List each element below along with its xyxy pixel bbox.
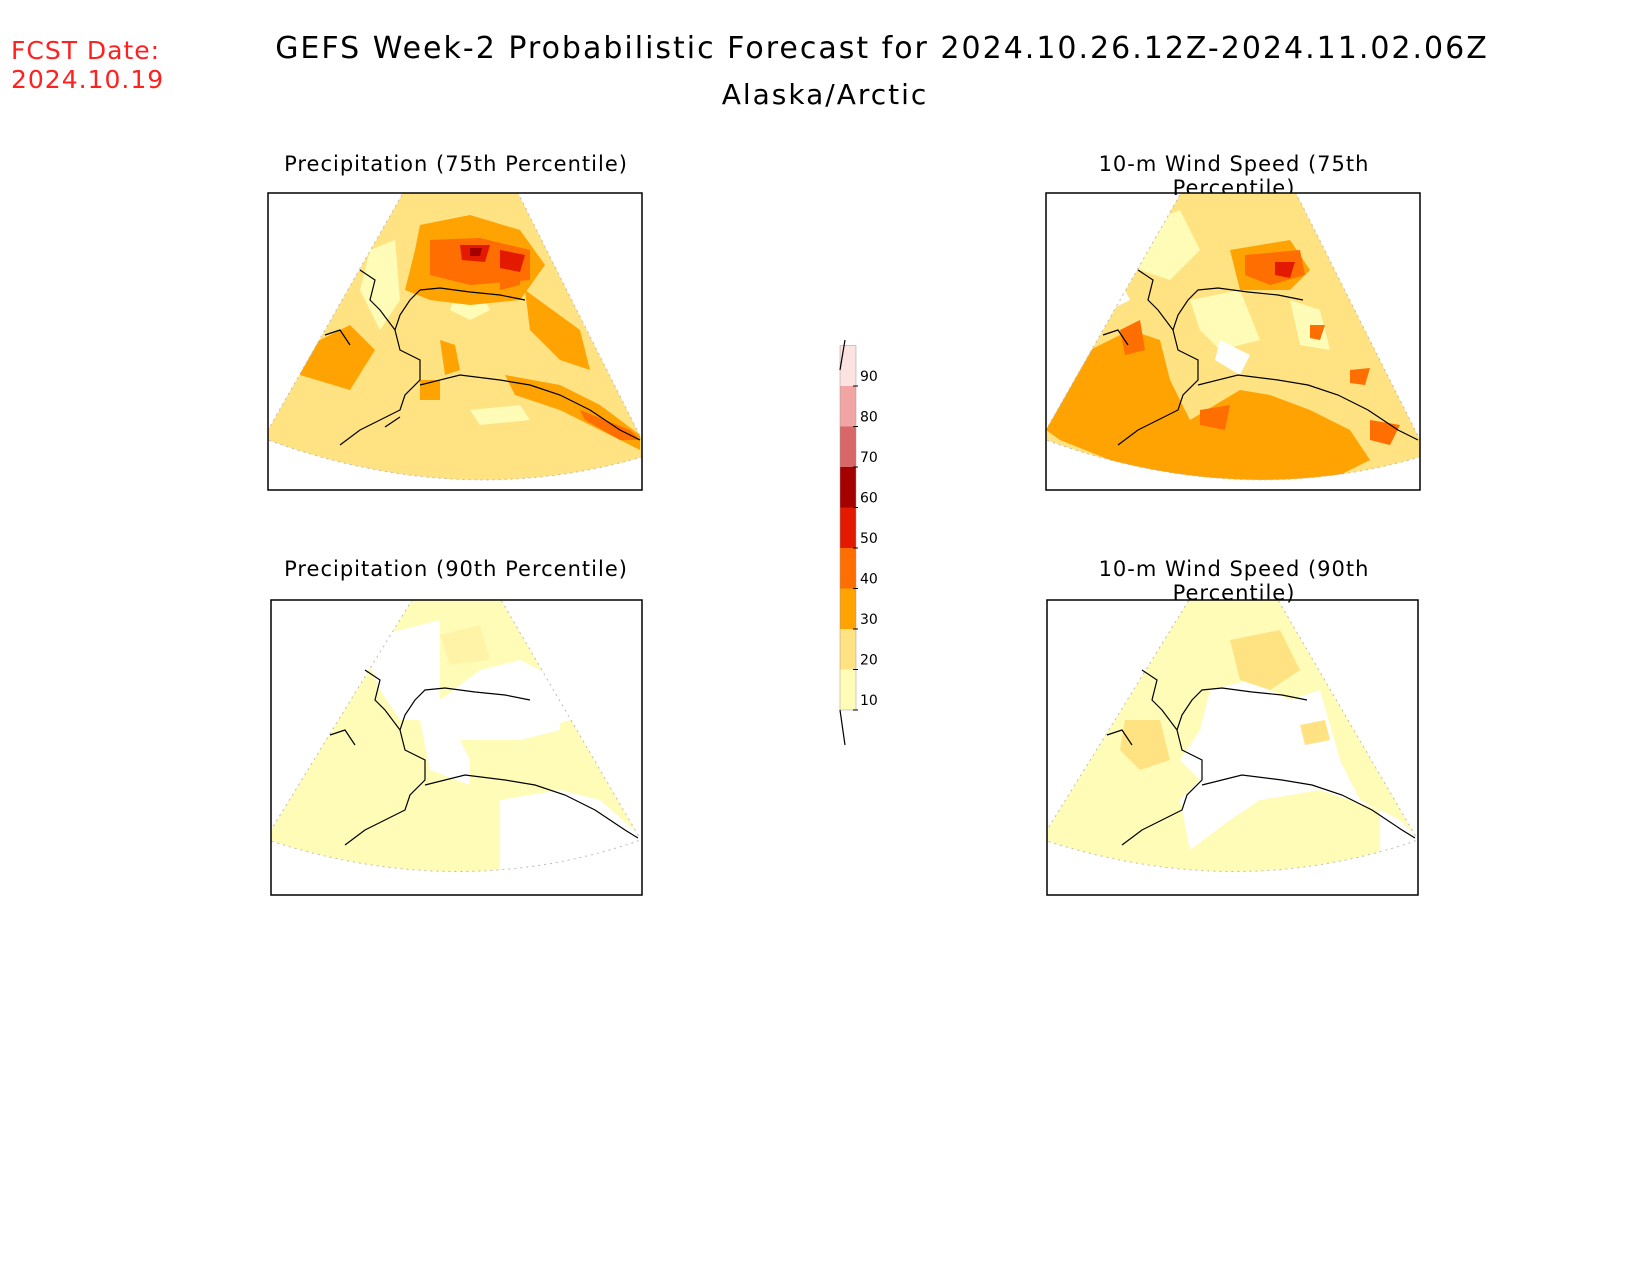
region-title: Alaska/Arctic — [721, 78, 929, 111]
color-bar-box-70 — [840, 426, 856, 467]
color-bar-bottom-triangle — [839, 709, 846, 746]
fcst-date-label: FCST Date: — [11, 36, 161, 65]
map-wind-75 — [1045, 192, 1421, 491]
color-bar-box-10 — [840, 669, 856, 710]
color-bar-label-50: 50 — [860, 531, 878, 547]
color-bar-labels: 10 20 30 40 50 60 70 80 90 — [853, 369, 878, 711]
color-bar-box-40 — [840, 548, 856, 589]
color-bar-label-40: 40 — [860, 572, 878, 588]
color-bar-label-30: 30 — [860, 612, 878, 628]
wind-90-fill — [1047, 600, 1415, 872]
map-wind-90 — [1046, 599, 1419, 896]
panel-title-precip-75: Precipitation (75th Percentile) — [284, 152, 628, 176]
color-bar-label-20: 20 — [860, 653, 878, 669]
map-precip-90 — [270, 599, 643, 896]
color-bar-label-10: 10 — [860, 693, 878, 709]
color-bar-label-90: 90 — [860, 369, 878, 385]
color-bar-top-triangle — [839, 339, 846, 371]
color-bar-box-60 — [840, 467, 856, 508]
alaska-coastline — [329, 669, 639, 846]
main-title: GEFS Week-2 Probabilistic Forecast for 2… — [275, 31, 1489, 66]
color-bar-box-50 — [840, 507, 856, 548]
color-bar-box-30 — [840, 588, 856, 629]
alaska-coastline — [324, 269, 641, 446]
fcst-date-value: 2024.10.19 — [11, 65, 165, 94]
panel-title-wind-75: 10-m Wind Speed (75th Percentile) — [1098, 152, 1370, 200]
precip-75-fill — [268, 193, 642, 480]
color-bar-label-80: 80 — [860, 410, 878, 426]
color-bar-outline — [839, 345, 857, 711]
panel-title-precip-90: Precipitation (90th Percentile) — [284, 557, 628, 581]
color-bar-label-60: 60 — [860, 491, 878, 507]
map-precip-75 — [267, 192, 643, 491]
color-bar-box-90 — [840, 345, 856, 386]
color-bar-box-80 — [840, 386, 856, 427]
color-bar-box-20 — [840, 629, 856, 670]
wind-75-fill — [1046, 193, 1420, 480]
alaska-coastline — [1106, 669, 1416, 846]
color-bar: 10 20 30 40 50 60 70 80 90 — [839, 339, 878, 746]
color-bar-label-70: 70 — [860, 450, 878, 466]
alaska-coastline — [1102, 269, 1419, 446]
forecast-date-block: FCST Date: 2024.10.19 — [11, 36, 164, 94]
precip-90-fill — [271, 600, 638, 872]
color-bar-boxes — [839, 345, 857, 711]
